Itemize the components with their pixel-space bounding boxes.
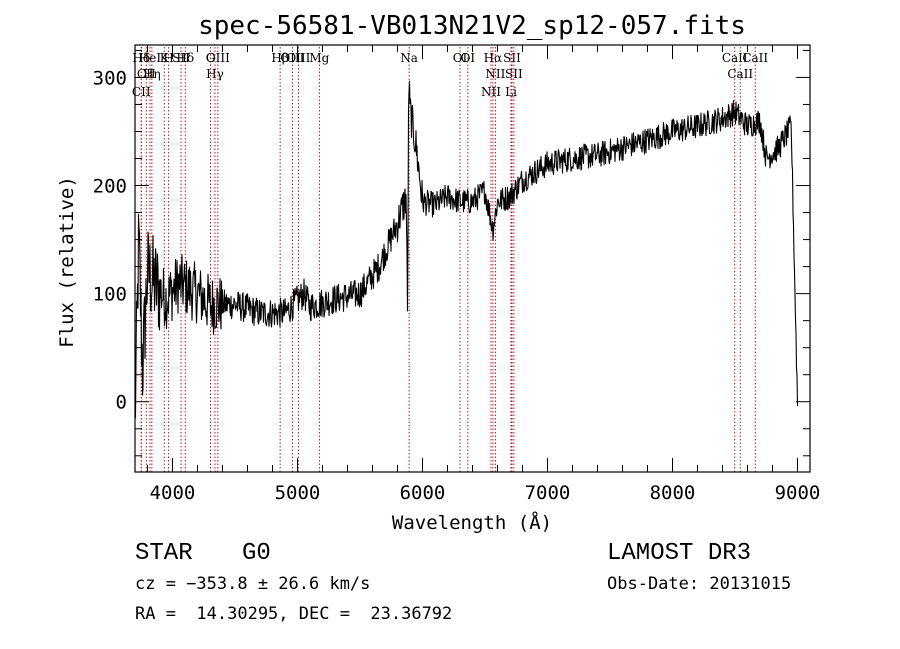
marker-label-hη: Hη bbox=[143, 67, 161, 81]
marker-label-cii: CII bbox=[132, 85, 151, 99]
marker-label-hei: HeI bbox=[139, 51, 162, 65]
marker-label-oiii: OIII bbox=[286, 51, 310, 65]
spectrum-series bbox=[134, 80, 799, 419]
marker-label-oi: OI bbox=[453, 51, 468, 65]
marker-label-sii: SII bbox=[503, 51, 521, 65]
marker-label-caii: CaII bbox=[742, 51, 768, 65]
y-tick-label: 100 bbox=[93, 284, 127, 306]
x-tick-label: 8000 bbox=[650, 482, 696, 504]
marker-label-caii: CaII bbox=[727, 67, 753, 81]
marker-label-hα: Hα bbox=[484, 51, 503, 65]
chart-title: spec-56581-VB013N21V2_sp12-057.fits bbox=[198, 11, 746, 41]
marker-label-li: Li bbox=[505, 85, 517, 99]
x-tick-label: 6000 bbox=[400, 482, 446, 504]
marker-label-caii: CaII bbox=[722, 51, 748, 65]
marker-label-na: Na bbox=[400, 51, 418, 65]
marker-label-g: G bbox=[206, 51, 216, 65]
y-axis-label: Flux (relative) bbox=[56, 176, 78, 348]
spectral-subclass: G0 bbox=[242, 540, 271, 567]
marker-label-k: K bbox=[160, 51, 170, 65]
survey-name: LAMOST DR3 bbox=[607, 540, 752, 567]
marker-label-oi: OI bbox=[461, 51, 476, 65]
y-tick-label: 200 bbox=[93, 176, 127, 198]
x-axis: 4000 5000 6000 7000 8000 9000 bbox=[147, 45, 821, 504]
marker-label-hγ: Hγ bbox=[206, 67, 224, 81]
y-tick-label: 0 bbox=[116, 392, 127, 414]
y-tick-label: 300 bbox=[93, 67, 127, 89]
x-tick-label: 5000 bbox=[275, 482, 321, 504]
x-tick-label: 9000 bbox=[775, 482, 821, 504]
marker-label-sii: SII bbox=[505, 67, 523, 81]
marker-label-h: H bbox=[163, 51, 173, 65]
x-tick-label: 4000 bbox=[150, 482, 196, 504]
observation-date: Obs-Date: 20131015 bbox=[607, 574, 792, 594]
marker-label-nii: NII bbox=[485, 67, 505, 81]
marker-label-hδ: Hδ bbox=[176, 51, 194, 65]
x-axis-label: Wavelength (Å) bbox=[392, 511, 552, 534]
marker-label-hβ: Hβ bbox=[271, 51, 288, 65]
plot-frame bbox=[134, 44, 811, 473]
marker-label-oiii: OIII bbox=[206, 51, 230, 65]
object-class: STAR bbox=[135, 540, 193, 567]
spectrum-chart: spec-56581-VB013N21V2_sp12-057.fits Hδ CI… bbox=[56, 11, 821, 534]
spectrum-line bbox=[134, 80, 799, 419]
coordinates: RA = 14.30295, DEC = 23.36792 bbox=[135, 604, 453, 624]
redshift-text: cz = −353.8 ± 26.6 km/s bbox=[135, 574, 371, 594]
marker-label-mg: Mg bbox=[309, 51, 329, 65]
x-tick-label: 7000 bbox=[525, 482, 571, 504]
y-axis: 0 100 200 300 bbox=[93, 49, 810, 457]
marker-label-nii: NII bbox=[481, 85, 501, 99]
